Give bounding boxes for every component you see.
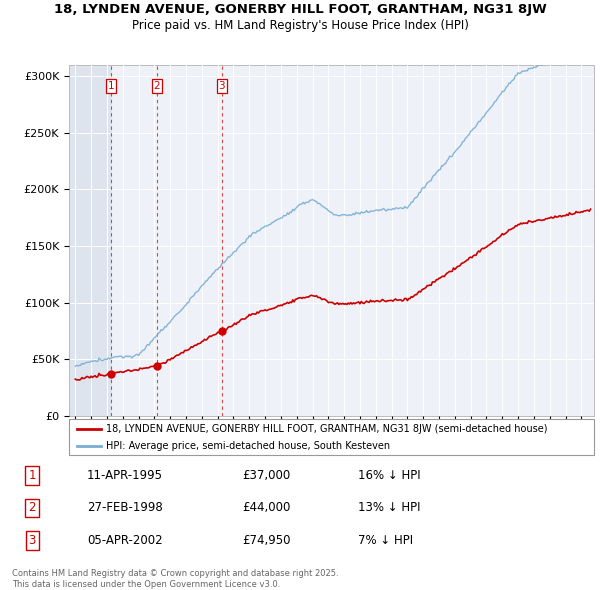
Text: 27-FEB-1998: 27-FEB-1998 — [87, 502, 163, 514]
Text: 7% ↓ HPI: 7% ↓ HPI — [358, 534, 413, 547]
Text: 3: 3 — [218, 81, 225, 91]
Text: 2: 2 — [154, 81, 160, 91]
Text: 18, LYNDEN AVENUE, GONERBY HILL FOOT, GRANTHAM, NG31 8JW: 18, LYNDEN AVENUE, GONERBY HILL FOOT, GR… — [53, 3, 547, 16]
Text: 11-APR-1995: 11-APR-1995 — [87, 469, 163, 482]
FancyBboxPatch shape — [69, 419, 594, 455]
Text: £44,000: £44,000 — [242, 502, 291, 514]
Text: 13% ↓ HPI: 13% ↓ HPI — [358, 502, 420, 514]
Text: HPI: Average price, semi-detached house, South Kesteven: HPI: Average price, semi-detached house,… — [106, 441, 390, 451]
Text: 16% ↓ HPI: 16% ↓ HPI — [358, 469, 420, 482]
Text: 1: 1 — [28, 469, 36, 482]
Text: 2: 2 — [28, 502, 36, 514]
Bar — [69, 65, 76, 416]
Text: 18, LYNDEN AVENUE, GONERBY HILL FOOT, GRANTHAM, NG31 8JW (semi-detached house): 18, LYNDEN AVENUE, GONERBY HILL FOOT, GR… — [106, 424, 547, 434]
Text: £74,950: £74,950 — [242, 534, 291, 547]
Text: Contains HM Land Registry data © Crown copyright and database right 2025.
This d: Contains HM Land Registry data © Crown c… — [12, 569, 338, 589]
Text: Price paid vs. HM Land Registry's House Price Index (HPI): Price paid vs. HM Land Registry's House … — [131, 19, 469, 32]
Text: 3: 3 — [28, 534, 36, 547]
Text: £37,000: £37,000 — [242, 469, 290, 482]
Text: 05-APR-2002: 05-APR-2002 — [87, 534, 163, 547]
Text: 1: 1 — [108, 81, 115, 91]
Bar — [76, 65, 111, 416]
